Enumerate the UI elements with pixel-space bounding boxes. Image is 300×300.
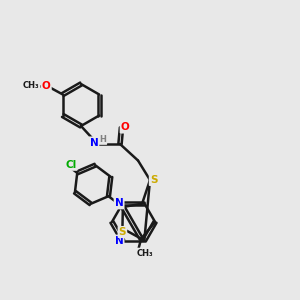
- Text: N: N: [115, 236, 124, 246]
- Text: S: S: [150, 175, 157, 185]
- Text: O: O: [42, 80, 51, 91]
- Text: N: N: [115, 198, 124, 208]
- Text: CH₃: CH₃: [136, 248, 153, 257]
- Text: Cl: Cl: [65, 160, 76, 170]
- Text: S: S: [119, 227, 126, 237]
- Text: O: O: [121, 122, 130, 133]
- Text: N: N: [89, 137, 98, 148]
- Text: H: H: [100, 135, 106, 144]
- Text: CH₃: CH₃: [23, 81, 40, 90]
